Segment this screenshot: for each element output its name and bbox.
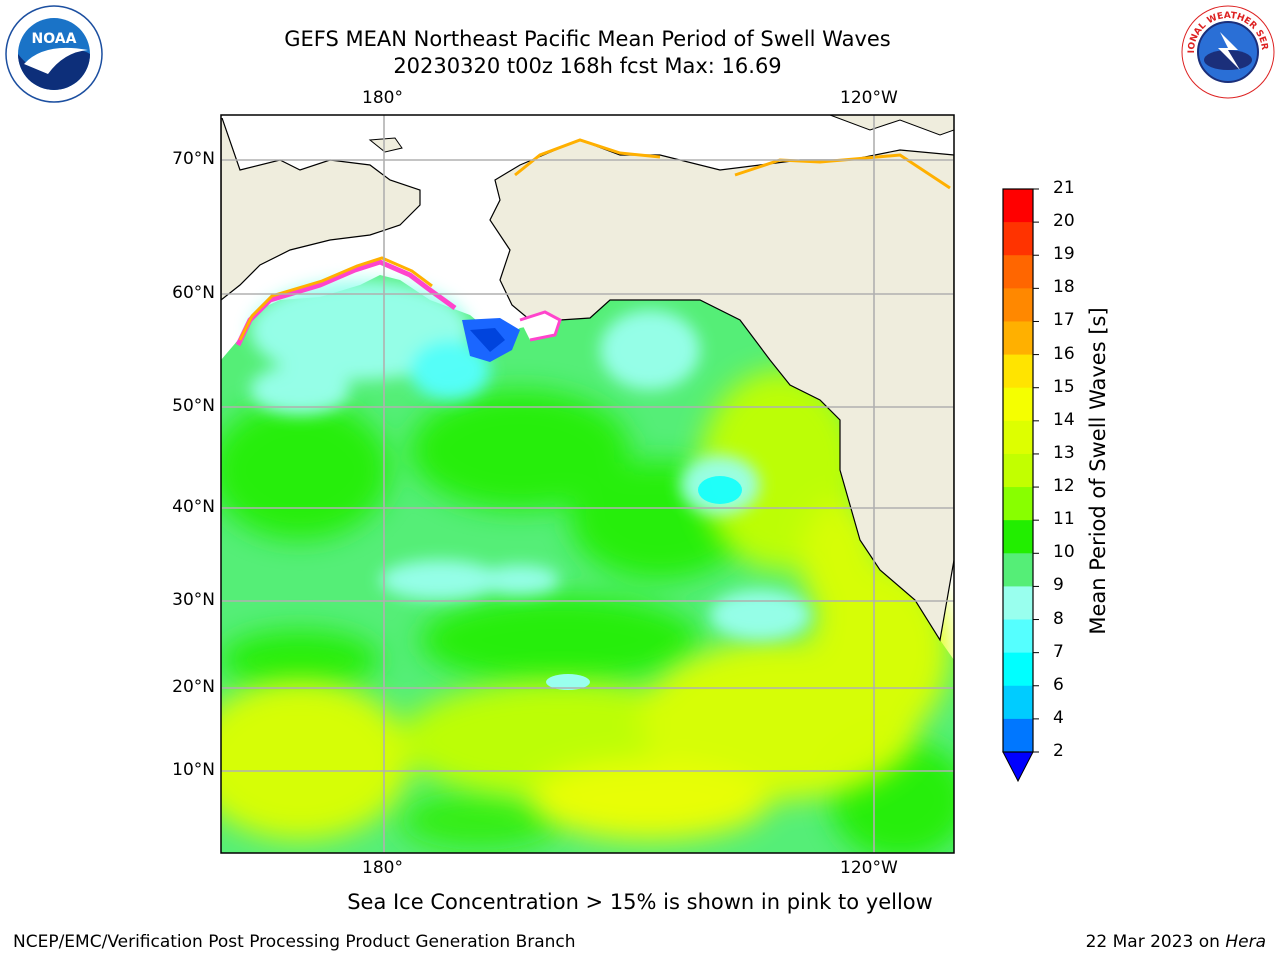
lon-label-bottom-180: 180° [362, 858, 403, 878]
footer-right: 22 Mar 2023 on Hera [1086, 932, 1266, 952]
colorbar-segment [1003, 685, 1033, 720]
colorbar-segment [1003, 619, 1033, 654]
colorbar-tick-label: 13 [1053, 442, 1075, 463]
chart-subtitle: 20230320 t00z 168h fcst Max: 16.69 [393, 54, 782, 78]
lon-label-top-120w: 120°W [840, 88, 898, 108]
colorbar-tick-label: 2 [1053, 741, 1064, 761]
colorbar-segment [1003, 453, 1033, 488]
colorbar-segment [1003, 718, 1033, 753]
colorbar-tick-label: 21 [1053, 178, 1075, 198]
lat-label-60n: 60°N [172, 283, 215, 303]
colorbar-tick-label: 17 [1053, 310, 1075, 331]
colorbar-segment [1003, 520, 1033, 554]
colorbar-segment [1003, 354, 1033, 389]
colorbar-tick-label: 18 [1053, 277, 1075, 298]
colorbar-tick-label: 6 [1053, 674, 1064, 695]
colorbar-segment [1003, 420, 1033, 455]
lat-label-70n: 70°N [172, 149, 215, 169]
colorbar-tick-label: 8 [1053, 608, 1064, 629]
colorbar-tick-label: 15 [1053, 376, 1075, 397]
colorbar-segment [1003, 586, 1033, 621]
colorbar-segment [1003, 553, 1033, 587]
noaa-logo: NOAA [4, 4, 104, 108]
lon-label-bottom-120w: 120°W [840, 858, 898, 878]
colorbar-tick-label: 12 [1053, 476, 1075, 497]
colorbar-segment [1003, 387, 1033, 422]
colorbar-title: Mean Period of Swell Waves [s] [1086, 307, 1110, 635]
colorbar-segment [1003, 652, 1033, 687]
colorbar-tick-label: 14 [1053, 409, 1075, 430]
nws-logo: NATIONAL WEATHER SERVICE [1176, 0, 1276, 104]
lat-label-30n: 30°N [172, 590, 215, 610]
lat-label-40n: 40°N [172, 497, 215, 517]
map-gridlines [221, 115, 954, 853]
colorbar-tick-label: 16 [1053, 343, 1075, 364]
footer-date: 22 Mar 2023 on [1085, 932, 1226, 952]
land-alaska [489, 139, 954, 642]
colorbar-tick-label: 10 [1053, 542, 1075, 563]
colorbar-segment [1003, 321, 1033, 356]
colorbar-segment [1003, 487, 1033, 521]
footer-left: NCEP/EMC/Verification Post Processing Pr… [13, 932, 576, 952]
colorbar-tick-label: 4 [1053, 707, 1064, 728]
map-field [221, 115, 954, 853]
land-arctic-islands [829, 115, 954, 136]
colorbar-tick-label: 20 [1053, 211, 1075, 232]
colorbar-segment [1003, 288, 1033, 322]
colorbar-tick-label: 11 [1053, 509, 1075, 530]
lat-label-10n: 10°N [172, 760, 215, 780]
sea-ice-note: Sea Ice Concentration > 15% is shown in … [347, 890, 933, 914]
land-siberia [221, 115, 421, 301]
footer-host: Hera [1225, 932, 1266, 952]
lat-label-50n: 50°N [172, 396, 215, 416]
colorbar-segment [1003, 222, 1033, 256]
noaa-logo-text: NOAA [32, 31, 77, 47]
colorbar [1002, 188, 1039, 783]
colorbar-segment [1003, 189, 1033, 223]
colorbar-tick-label: 19 [1053, 244, 1075, 265]
colorbar-tick-label: 7 [1053, 641, 1064, 662]
lat-label-20n: 20°N [172, 677, 215, 697]
colorbar-under-triangle [1002, 751, 1034, 783]
colorbar-tick-label: 9 [1053, 575, 1064, 596]
lon-label-top-180: 180° [362, 88, 403, 108]
chart-title: GEFS MEAN Northeast Pacific Mean Period … [284, 27, 891, 51]
colorbar-segment [1003, 255, 1033, 289]
map-frame [220, 114, 955, 854]
